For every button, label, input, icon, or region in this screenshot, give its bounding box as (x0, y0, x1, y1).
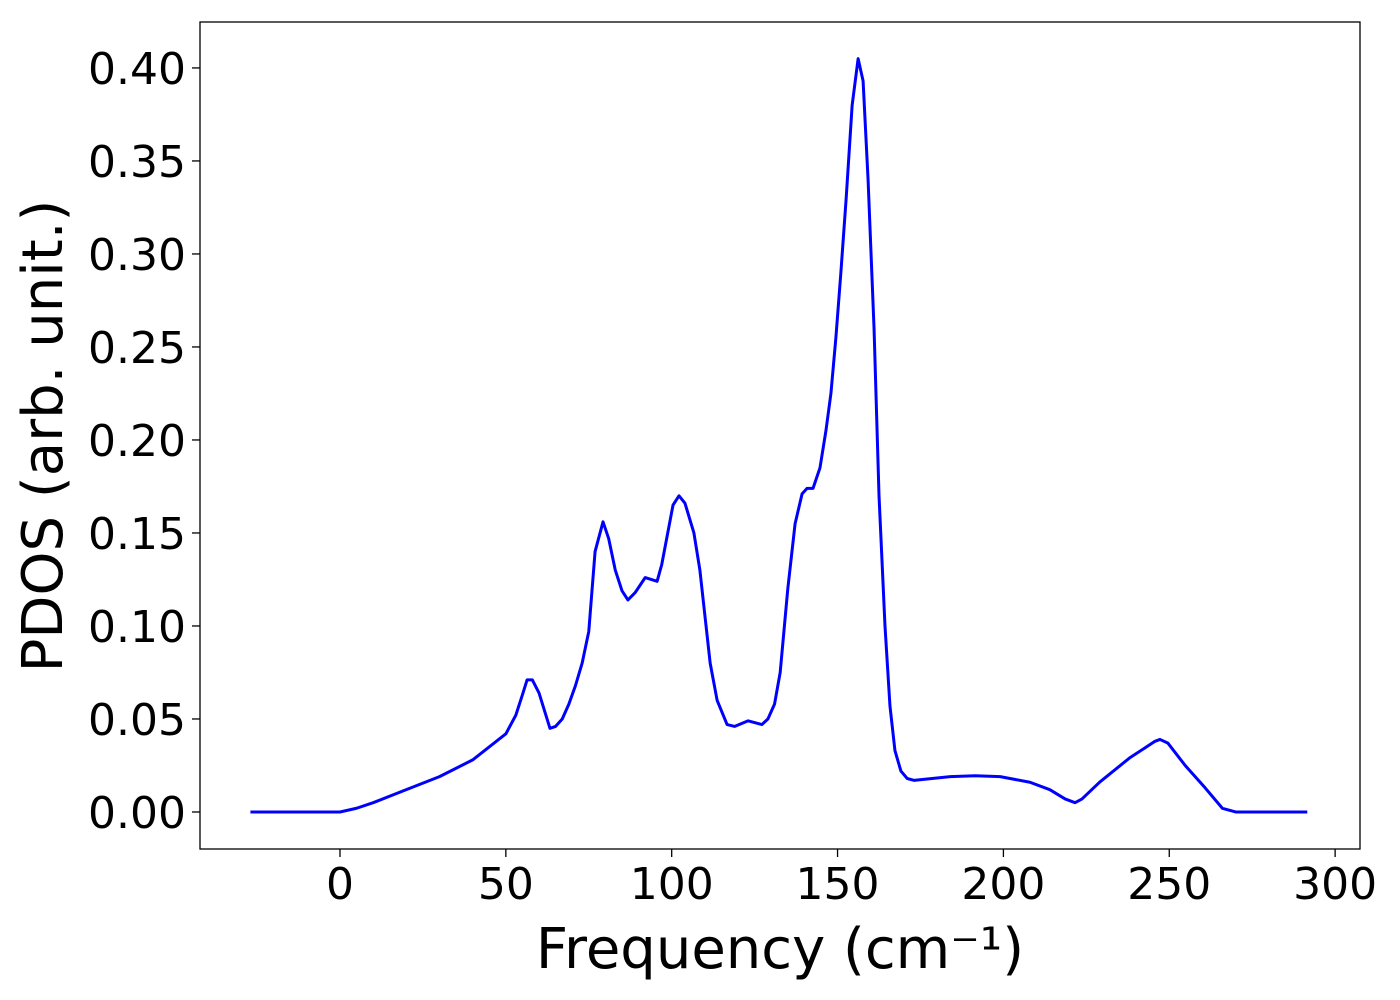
x-tick-label: 100 (630, 859, 714, 910)
x-tick-label: 50 (478, 859, 534, 910)
x-tick-label: 150 (796, 859, 880, 910)
x-tick-label: 250 (1127, 859, 1211, 910)
y-tick-label: 0.05 (88, 695, 186, 746)
x-tick-label: 0 (326, 859, 354, 910)
data-line (250, 57, 1308, 814)
y-tick-label: 0.00 (88, 788, 186, 839)
x-tick-label: 200 (961, 859, 1045, 910)
y-tick-label: 0.20 (88, 416, 186, 467)
plot-frame (199, 21, 1361, 850)
y-tick-label: 0.40 (88, 44, 186, 95)
y-tick-label: 0.25 (88, 323, 186, 374)
y-tick-label: 0.35 (88, 137, 186, 188)
y-tick-label: 0.15 (88, 509, 186, 560)
y-axis-label: PDOS (arb. unit.) (11, 200, 76, 673)
x-axis-label: Frequency (cm⁻¹) (536, 917, 1024, 982)
x-tick-label: 300 (1293, 859, 1377, 910)
y-tick-label: 0.10 (88, 602, 186, 653)
y-tick-label: 0.30 (88, 230, 186, 281)
